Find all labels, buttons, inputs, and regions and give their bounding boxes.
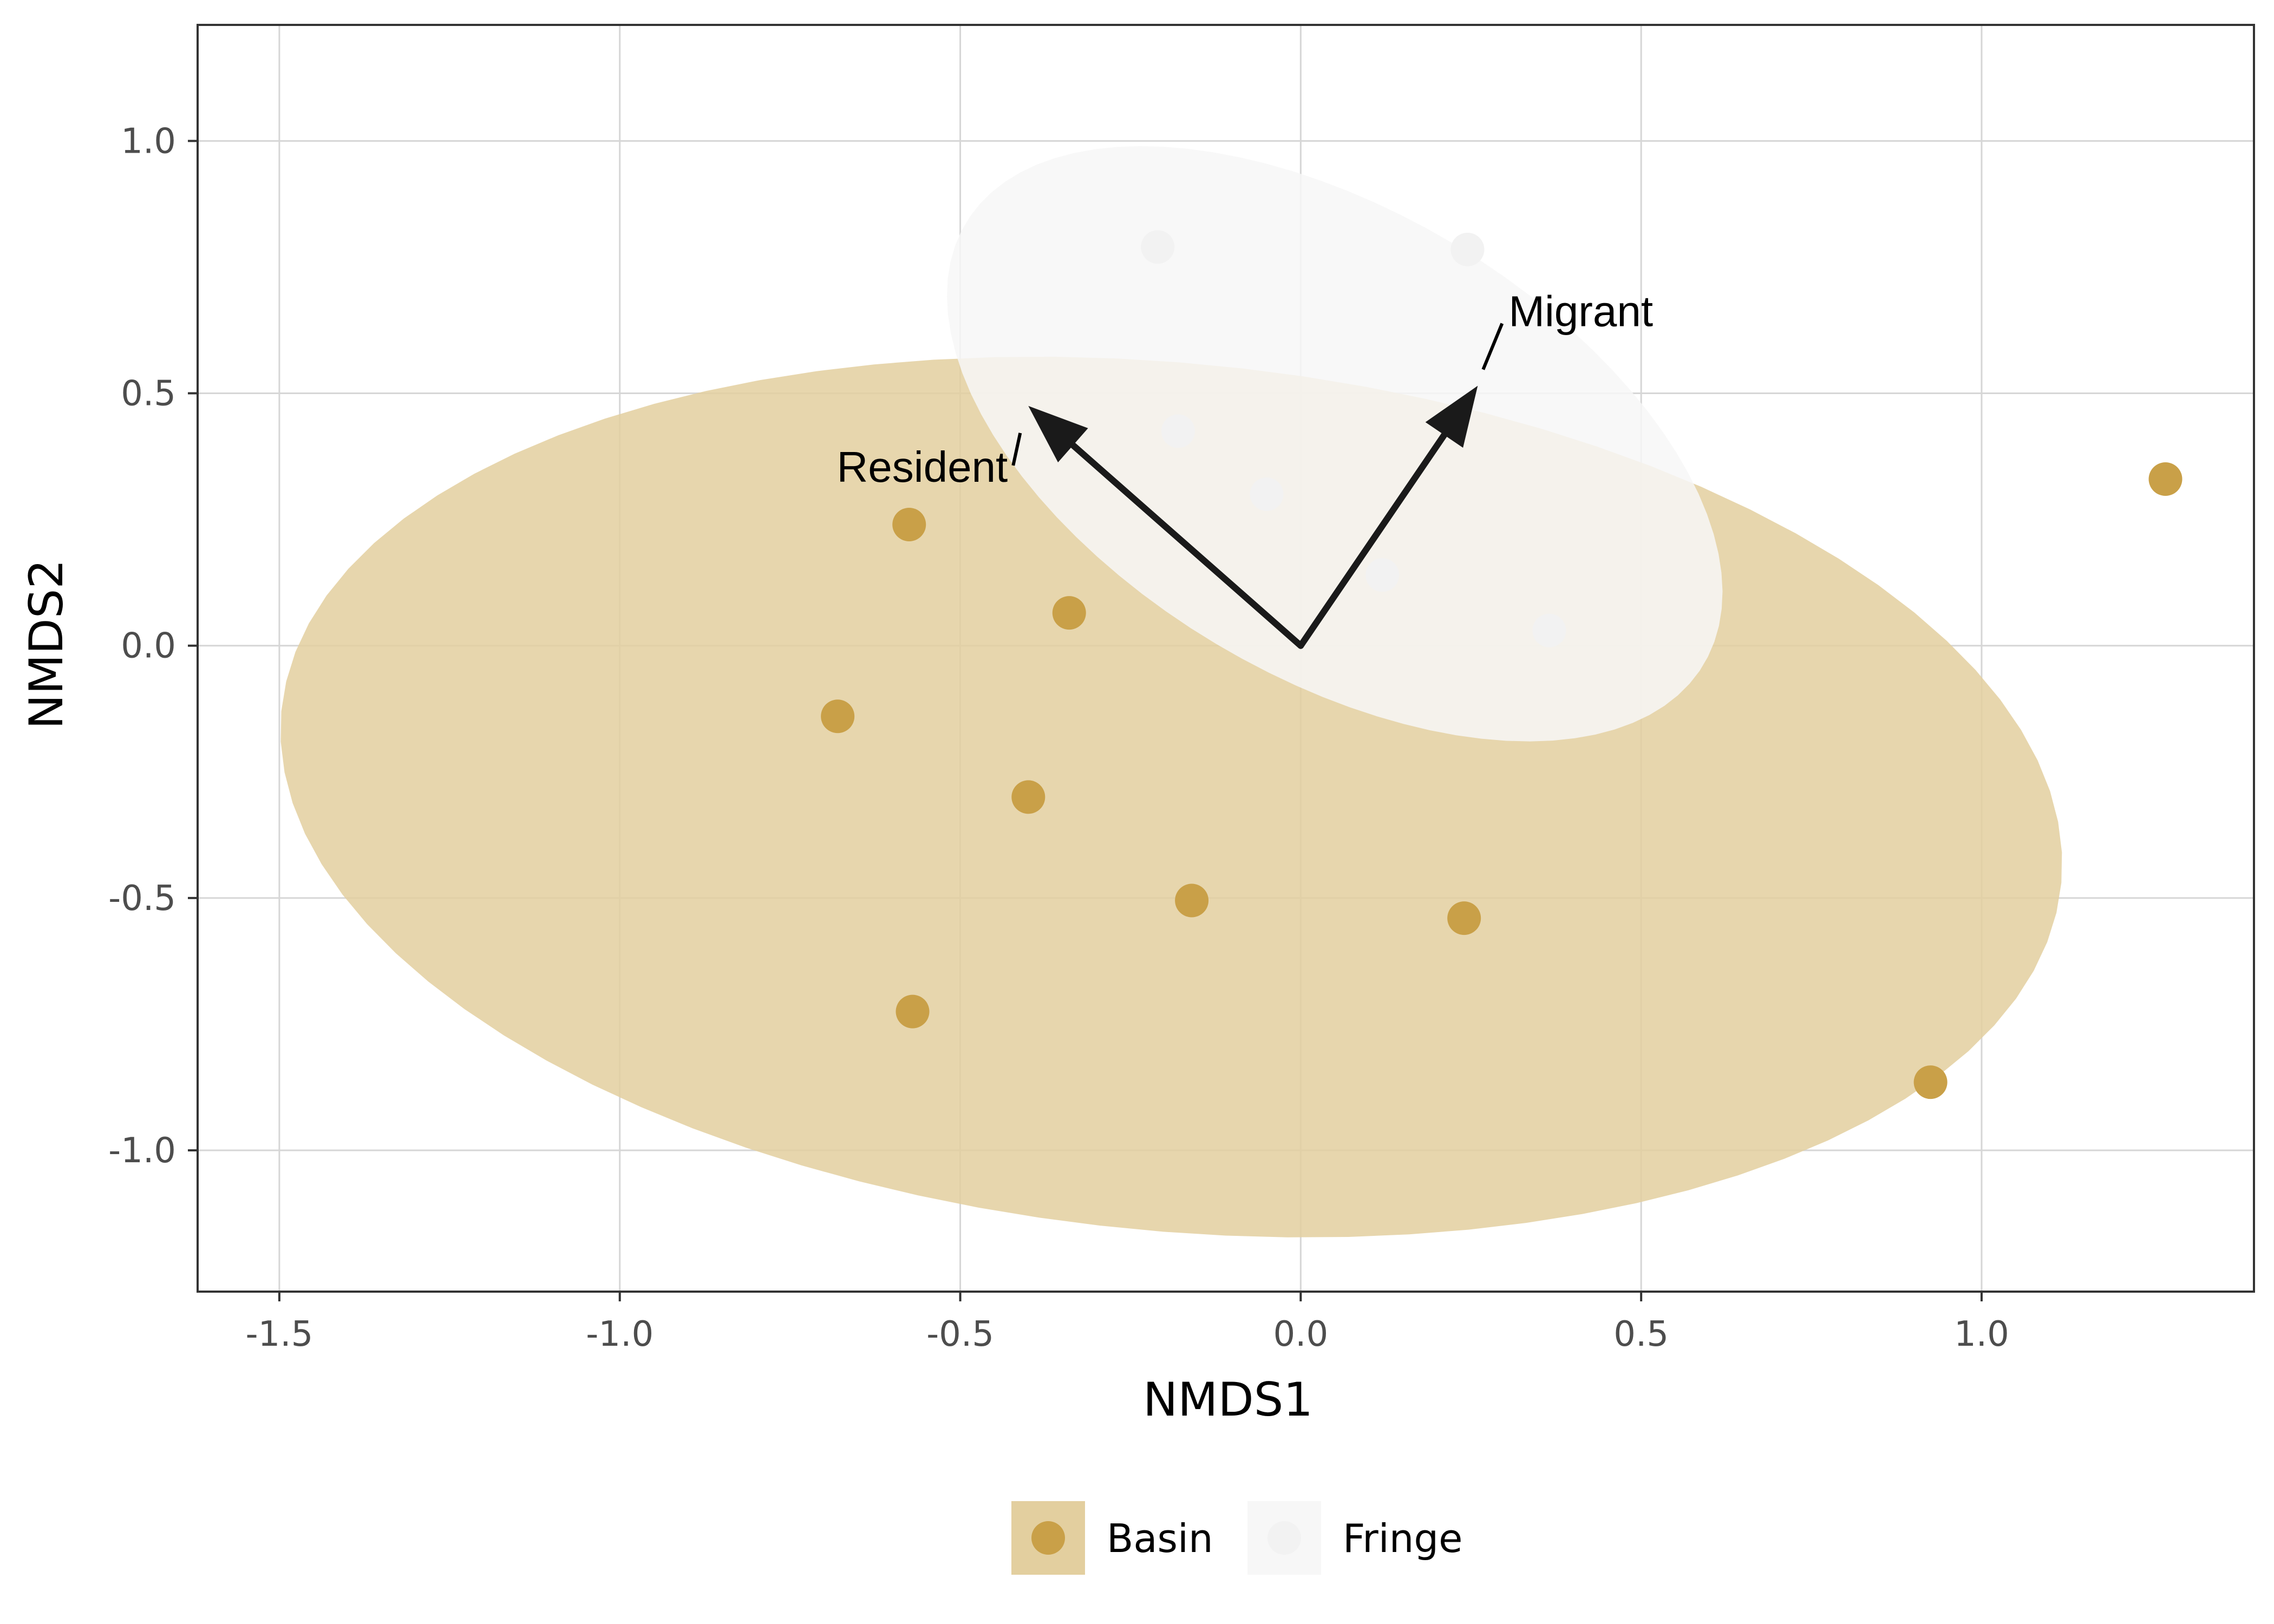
point-basin xyxy=(1011,780,1045,814)
point-basin xyxy=(1175,883,1209,918)
point-fringe xyxy=(1532,613,1566,647)
point-basin xyxy=(892,507,926,541)
plot-frame xyxy=(197,24,2255,1293)
point-basin xyxy=(1913,1065,1948,1099)
point-basin xyxy=(1447,901,1481,935)
legend-marker-basin xyxy=(1031,1521,1065,1555)
point-fringe xyxy=(1365,558,1400,592)
y-tick-label: 0.0 xyxy=(121,626,176,666)
vector-label-migrant: Migrant xyxy=(1508,287,1653,336)
x-axis: -1.5 -1.0 -0.5 0.0 0.5 1.0 xyxy=(245,1292,2009,1354)
y-axis-title: NMDS2 xyxy=(19,559,74,729)
point-fringe xyxy=(1250,477,1284,512)
vector-resident xyxy=(1069,442,1304,649)
legend-marker-fringe xyxy=(1267,1521,1301,1555)
legend-label-fringe: Fringe xyxy=(1343,1516,1462,1561)
point-fringe xyxy=(1450,232,1485,266)
point-fringe xyxy=(1141,230,1175,264)
ellipse-fringe xyxy=(947,146,1723,742)
point-basin xyxy=(1052,596,1086,630)
point-basin xyxy=(2148,462,2182,496)
point-basin xyxy=(821,699,855,734)
env-vectors: Resident Migrant xyxy=(837,287,1653,649)
point-fringe xyxy=(1161,414,1195,448)
panel-border xyxy=(197,24,2255,1293)
vector-migrant xyxy=(1297,431,1448,649)
vector-leader-line xyxy=(1011,433,1022,466)
vector-leader-line xyxy=(1481,323,1504,370)
y-tick-label: 1.0 xyxy=(121,121,176,161)
y-tick-label: -0.5 xyxy=(108,879,176,919)
y-tick-label: 0.5 xyxy=(121,374,176,414)
vector-label-resident: Resident xyxy=(837,443,1008,491)
x-tick-label: -0.5 xyxy=(926,1314,994,1354)
x-tick-label: -1.0 xyxy=(586,1314,654,1354)
vector-arrowhead xyxy=(1425,385,1478,448)
legend-label-basin: Basin xyxy=(1107,1516,1213,1561)
x-tick-label: 1.0 xyxy=(1954,1314,2009,1354)
y-axis: -1.0 -0.5 0.0 0.5 1.0 xyxy=(108,121,198,1171)
x-tick-label: 0.0 xyxy=(1273,1314,1328,1354)
y-tick-label: -1.0 xyxy=(108,1131,176,1171)
x-tick-label: 0.5 xyxy=(1613,1314,1669,1354)
point-basin xyxy=(896,994,930,1029)
x-axis-title: NMDS1 xyxy=(1143,1373,1313,1427)
data-points xyxy=(821,230,2182,1099)
x-tick-label: -1.5 xyxy=(245,1314,313,1354)
group-ellipses xyxy=(280,146,2062,1237)
legend: Basin Fringe xyxy=(1011,1501,1462,1575)
vector-arrowhead xyxy=(1028,405,1088,463)
